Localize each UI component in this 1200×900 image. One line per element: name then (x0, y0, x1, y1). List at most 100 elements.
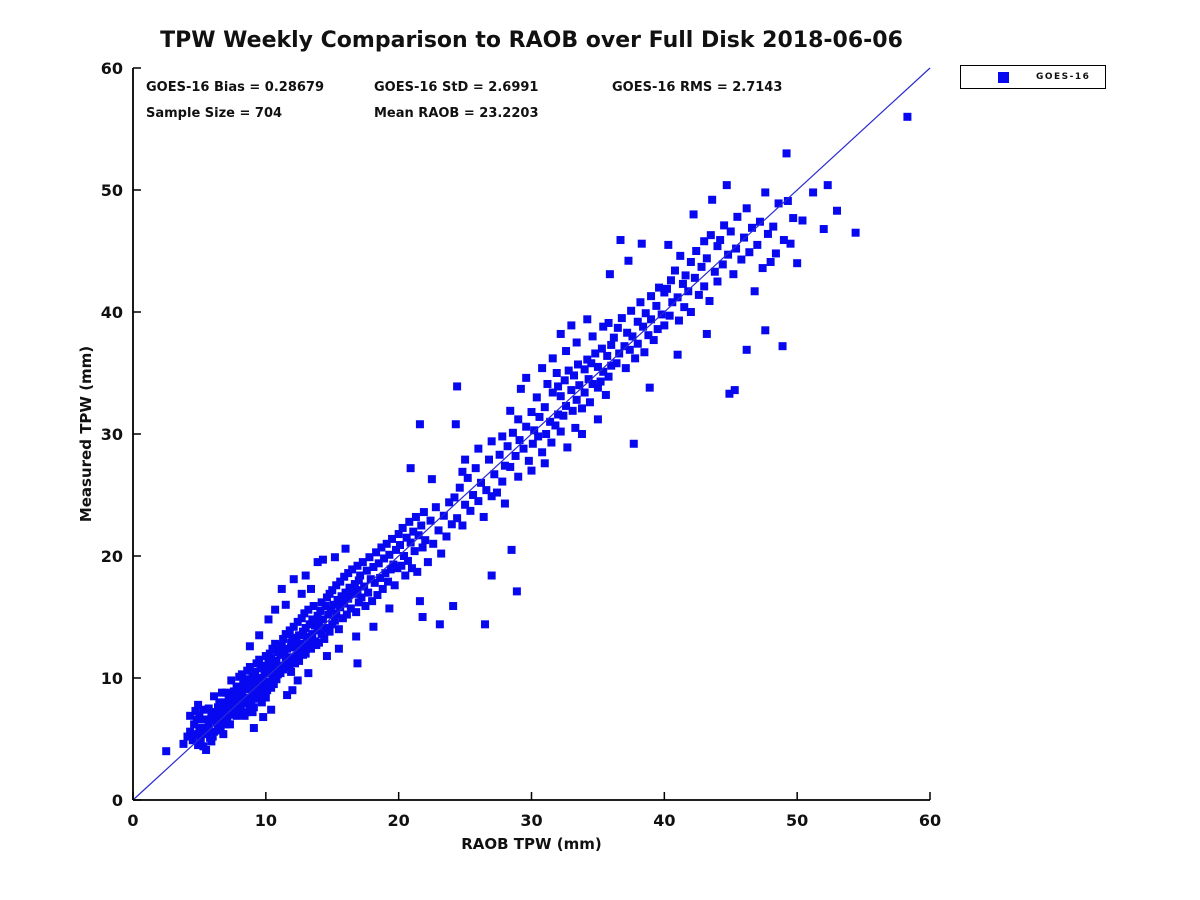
scatter-point (304, 605, 313, 614)
scatter-point (636, 298, 645, 307)
scatter-point (267, 705, 276, 714)
scatter-point (732, 244, 741, 253)
scatter-point (748, 223, 757, 232)
y-tick-label: 20 (101, 547, 123, 566)
scatter-point (609, 333, 618, 342)
scatter-point (702, 254, 711, 263)
scatter-point (257, 698, 266, 707)
scatter-point (369, 562, 378, 571)
scatter-point (195, 724, 204, 733)
scatter-point (248, 708, 257, 717)
scatter-point (179, 739, 188, 748)
scatter-point (674, 316, 683, 325)
scatter-point (421, 536, 430, 545)
scatter-point (477, 478, 486, 487)
scatter-point (469, 491, 478, 499)
x-tick-label: 0 (127, 811, 138, 830)
scatter-point (423, 558, 432, 567)
scatter-point (397, 561, 406, 570)
scatter-point (341, 588, 350, 597)
scatter-point (568, 406, 577, 415)
scatter-point (607, 361, 616, 370)
scatter-point (753, 240, 762, 249)
scatter-point (702, 329, 711, 338)
scatter-point (272, 656, 281, 665)
scatter-point (419, 508, 428, 517)
scatter-point (394, 530, 403, 539)
scatter-point (652, 301, 661, 310)
scatter-point (199, 705, 208, 714)
scatter-point (325, 627, 334, 636)
scatter-point (267, 654, 276, 663)
scatter-point (324, 610, 333, 619)
scatter-point (572, 338, 581, 347)
scatter-point (490, 470, 499, 479)
scatter-point (431, 503, 440, 512)
scatter-point (766, 257, 775, 266)
scatter-point (385, 604, 394, 613)
scatter-point (287, 638, 296, 647)
scatter-point (507, 545, 516, 554)
scatter-point (710, 267, 719, 276)
scatter-point (305, 620, 314, 629)
scatter-point (251, 667, 260, 676)
scatter-point (740, 233, 749, 242)
scatter-point (382, 539, 391, 548)
scatter-point (603, 351, 612, 360)
scatter-point (410, 547, 419, 556)
scatter-point (498, 432, 507, 441)
scatter-point (322, 652, 331, 661)
scatter-point (245, 642, 254, 651)
scatter-point (665, 311, 674, 320)
x-tick-label: 20 (388, 811, 410, 830)
scatter-point (362, 566, 371, 575)
scatter-point (326, 605, 335, 614)
scatter-point (295, 656, 304, 665)
scatter-point (268, 644, 277, 653)
scatter-point (263, 663, 272, 672)
scatter-point (353, 586, 362, 595)
scatter-point (508, 428, 517, 437)
scatter-point (406, 464, 415, 473)
scatter-point (409, 527, 418, 536)
scatter-point (330, 553, 339, 562)
scatter-point (554, 410, 563, 419)
scatter-point (305, 636, 314, 645)
scatter-point (506, 462, 515, 471)
y-tick-label: 30 (101, 425, 123, 444)
scatter-point (449, 602, 458, 611)
scatter-point (364, 588, 373, 597)
scatter-point (680, 303, 689, 312)
scatter-point (620, 342, 629, 351)
scatter-point (540, 459, 549, 468)
scatter-point (186, 711, 195, 720)
scatter-point (556, 427, 565, 436)
scatter-point (277, 584, 286, 593)
scatter-point (198, 730, 207, 739)
scatter-point (573, 360, 582, 369)
scatter-point (660, 321, 669, 330)
scatter-point (700, 282, 709, 291)
scatter-point (240, 711, 249, 720)
scatter-point (418, 613, 427, 621)
scatter-point (227, 676, 236, 685)
x-tick-label: 10 (255, 811, 277, 830)
scatter-point (593, 383, 602, 392)
scatter-point (492, 488, 501, 497)
scatter-point (306, 644, 315, 653)
stat-bias: GOES-16 Bias = 0.28679 (146, 80, 325, 95)
scatter-point (341, 544, 350, 553)
scatter-point (453, 514, 462, 523)
scatter-point (369, 622, 378, 631)
scatter-point (458, 467, 467, 476)
scatter-point (481, 620, 490, 629)
scatter-point (577, 430, 586, 438)
scatter-point (320, 634, 329, 643)
scatter-point (245, 663, 254, 672)
scatter-point (207, 737, 216, 746)
scatter-point (571, 423, 580, 432)
scatter-point (649, 336, 658, 345)
scatter-point (190, 720, 199, 729)
scatter-point (559, 411, 568, 420)
scatter-point (329, 600, 338, 609)
